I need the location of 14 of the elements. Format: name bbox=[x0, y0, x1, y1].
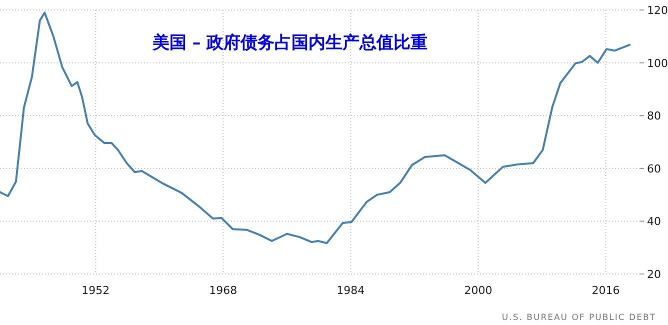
y-tick-label: 60 bbox=[647, 162, 661, 176]
x-tick-label: 1952 bbox=[82, 284, 110, 297]
x-tick-label: 2000 bbox=[464, 284, 492, 297]
x-tick-label: 1984 bbox=[336, 284, 365, 297]
x-tick-label: 2016 bbox=[592, 284, 620, 297]
y-tick-label: 100 bbox=[647, 56, 668, 70]
text: U.S. BUREAU OF PUBLIC DEBT bbox=[502, 313, 656, 323]
text: 美国 – 政府债务占国内生产总值比重 bbox=[151, 33, 428, 53]
line-series bbox=[0, 12, 631, 244]
x-tick-label: 1968 bbox=[209, 284, 238, 297]
y-tick-label: 80 bbox=[647, 110, 661, 123]
y-tick-label: 40 bbox=[647, 215, 661, 228]
y-tick-label: 20 bbox=[647, 268, 661, 281]
y-tick-label: 120 bbox=[647, 4, 668, 17]
